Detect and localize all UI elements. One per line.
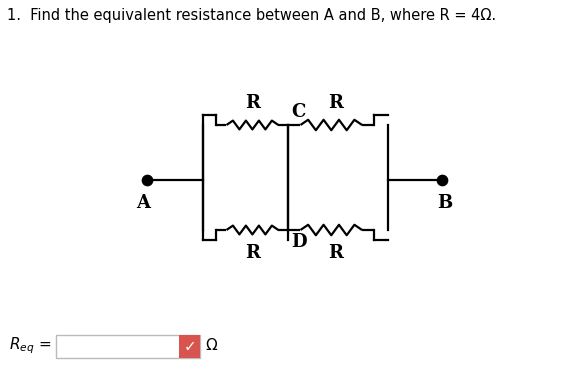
Text: R: R: [245, 94, 260, 112]
Text: R: R: [245, 244, 260, 262]
Text: D: D: [291, 233, 307, 251]
Text: $R_{eq}$ =: $R_{eq}$ =: [9, 336, 52, 356]
FancyBboxPatch shape: [179, 335, 200, 358]
Text: R: R: [328, 94, 343, 112]
Text: 1.  Find the equivalent resistance between A and B, where R = 4Ω.: 1. Find the equivalent resistance betwee…: [7, 8, 496, 23]
Text: Ω: Ω: [205, 339, 217, 353]
Text: R: R: [328, 244, 343, 262]
Text: B: B: [438, 194, 453, 212]
Point: [437, 177, 446, 183]
Text: A: A: [136, 194, 150, 212]
Text: C: C: [291, 103, 306, 121]
FancyBboxPatch shape: [56, 335, 200, 358]
Text: ✓: ✓: [183, 339, 196, 354]
Point: [142, 177, 151, 183]
